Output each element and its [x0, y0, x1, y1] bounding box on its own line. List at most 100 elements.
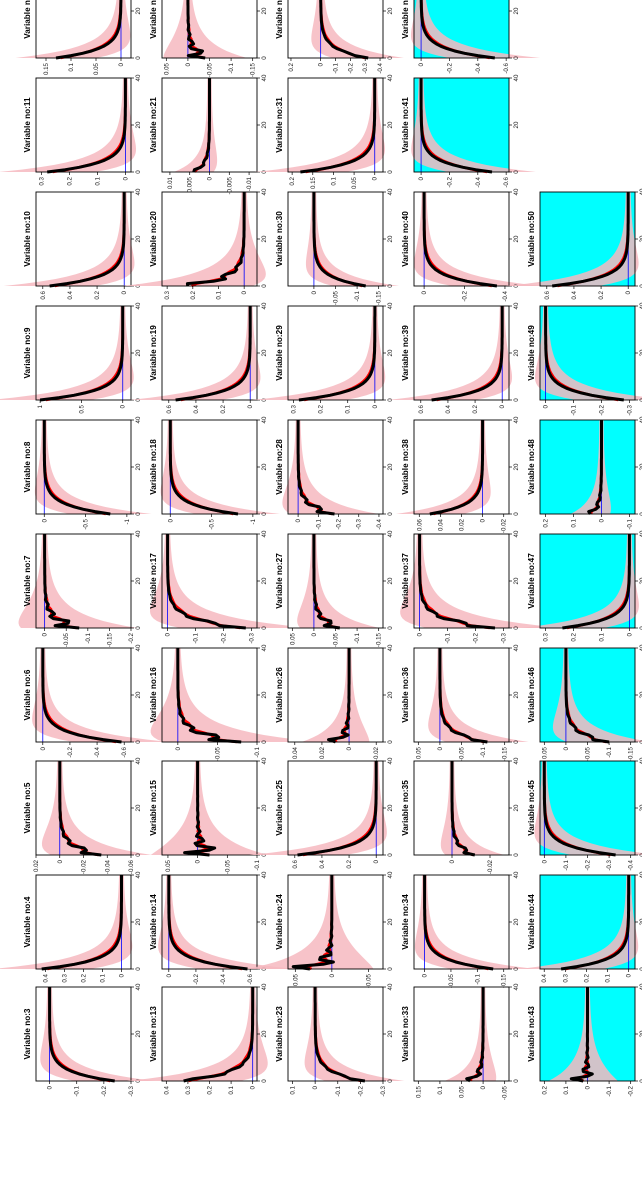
value-tick-label: 0.04 — [292, 746, 299, 759]
confidence-band — [282, 420, 379, 514]
impulse-response-line — [298, 306, 377, 402]
value-tick-label: 0 — [120, 404, 127, 408]
time-tick-label: 20 — [387, 1030, 394, 1037]
panel-title: Variable no:39 — [401, 325, 410, 381]
time-tick-label: 20 — [135, 804, 142, 811]
value-tick-label: 0.3 — [290, 404, 297, 413]
value-tick-label: 0.1 — [215, 290, 222, 299]
time-tick-label: 40 — [261, 530, 268, 537]
value-tick-label: -0.2 — [585, 859, 592, 870]
confidence-band — [150, 761, 269, 855]
value-tick-label: -0.05 — [502, 1085, 509, 1100]
value-tick-label: 0.1 — [571, 518, 578, 527]
value-tick-label: 0 — [372, 176, 379, 180]
panel-24: 0.05 0 -0.05 0 20 40 Variable no:24 — [246, 871, 394, 988]
panel-33: 0.15 0.1 0.05 0 -0.05 0 20 40 Variable no:33 — [401, 983, 520, 1100]
value-tick-label: -1 — [124, 518, 131, 524]
value-tick-label: 0.2 — [472, 404, 479, 413]
value-tick-label: 0 — [166, 973, 173, 977]
value-tick-label: 0 — [499, 404, 506, 408]
value-tick-label: -0.2 — [598, 404, 605, 415]
value-tick-label: -0.4 — [377, 62, 384, 73]
confidence-band — [3, 192, 135, 286]
value-tick-label: 0.6 — [166, 404, 173, 413]
value-tick-label: 1 — [37, 404, 44, 408]
value-tick-label: -0.3 — [606, 859, 613, 870]
value-tick-label: -0.3 — [248, 632, 255, 643]
time-tick-label: 40 — [513, 757, 520, 764]
value-tick-label: 0.2 — [67, 176, 74, 185]
value-tick-label: -0.15 — [376, 290, 383, 305]
time-tick-label: 40 — [261, 74, 268, 81]
time-tick-label: 20 — [387, 121, 394, 128]
time-tick-label: 40 — [387, 983, 394, 990]
time-tick-label: 20 — [387, 349, 394, 356]
time-tick-label: 20 — [135, 1030, 142, 1037]
value-tick-label: -0.06 — [128, 859, 135, 874]
value-tick-label: 0.05 — [459, 1085, 466, 1098]
value-tick-label: 0.2 — [598, 290, 605, 299]
impulse-response-line — [186, 0, 206, 60]
value-tick-label: -0.05 — [585, 746, 592, 761]
time-tick-label: 20 — [135, 349, 142, 356]
panel-title: Variable no:27 — [275, 553, 284, 609]
panel-title: Variable no:7 — [23, 555, 32, 606]
time-tick-label: 40 — [639, 871, 642, 878]
value-tick-label: 0.1 — [100, 973, 107, 982]
impulse-response-line — [319, 0, 369, 60]
time-tick-label: 20 — [135, 7, 142, 14]
value-tick-label: 0 — [329, 973, 336, 977]
value-tick-label: -0.02 — [81, 859, 88, 874]
time-tick-label: 20 — [387, 7, 394, 14]
value-tick-label: 0.2 — [190, 290, 197, 299]
time-tick-label: 0 — [135, 626, 142, 630]
panel-title: Variable no:44 — [527, 894, 536, 950]
value-tick-label: -0.3 — [128, 1085, 135, 1096]
panel-50: 0.6 0.4 0.2 0 0 20 40 Variable no:50 — [505, 188, 642, 300]
confidence-band — [552, 648, 642, 742]
time-tick-label: 40 — [135, 302, 142, 309]
confidence-band — [41, 761, 152, 855]
value-tick-label: 0 — [417, 632, 424, 636]
panel-title: Variable no:22 — [149, 0, 158, 39]
time-tick-label: 20 — [639, 691, 642, 698]
time-tick-label: 20 — [261, 691, 268, 698]
time-tick-label: 20 — [639, 463, 642, 470]
value-tick-label: 0.3 — [185, 1085, 192, 1094]
panel-38: 0.06 0.04 0.02 0 -0.02 0 20 40 Variable no:38 — [396, 416, 520, 533]
time-tick-label: 0 — [135, 740, 142, 744]
value-tick-label: -0.04 — [104, 859, 111, 874]
panel-39: 0.6 0.4 0.2 0 0 20 40 Variable no:39 — [388, 302, 520, 414]
value-tick-label: 0 — [195, 859, 202, 863]
confidence-band — [254, 78, 385, 172]
panel-31: 0.2 0.15 0.1 0.05 0 0 20 40 Variable no:31 — [254, 74, 394, 189]
value-tick-label: -0.4 — [475, 176, 482, 187]
value-tick-label: -0.3 — [626, 404, 633, 415]
confidence-band — [400, 534, 564, 628]
impulse-response-line — [418, 534, 496, 630]
time-tick-label: 0 — [639, 740, 642, 744]
time-tick-label: 0 — [261, 512, 268, 516]
panel-47: 0.3 0.2 0.1 0 0 20 40 Variable no:47 — [520, 530, 642, 642]
value-tick-label: -0.2 — [472, 632, 479, 643]
value-tick-label: -0.01 — [246, 176, 253, 191]
panel-title: Variable no:9 — [23, 327, 32, 378]
time-tick-label: 20 — [387, 577, 394, 584]
time-tick-label: 20 — [261, 1030, 268, 1037]
value-tick-label: -0.4 — [376, 518, 383, 529]
panel-46: 0.05 0 -0.05 -0.1 -0.15 0 20 40 Variable no:46 — [527, 644, 642, 761]
value-tick-label: 0.1 — [94, 176, 101, 185]
time-tick-label: 40 — [135, 644, 142, 651]
value-tick-label: 0.1 — [290, 1085, 297, 1094]
value-tick-label: -0.3 — [362, 62, 369, 73]
value-tick-label: 0 — [175, 746, 182, 750]
time-tick-label: 40 — [387, 644, 394, 651]
confidence-band — [15, 0, 131, 58]
value-tick-label: 0.1 — [563, 1085, 570, 1094]
value-tick-label: -0.1 — [474, 973, 481, 984]
value-tick-label: 0.2 — [318, 404, 325, 413]
time-tick-label: 0 — [513, 626, 520, 630]
time-tick-label: 40 — [135, 416, 142, 423]
